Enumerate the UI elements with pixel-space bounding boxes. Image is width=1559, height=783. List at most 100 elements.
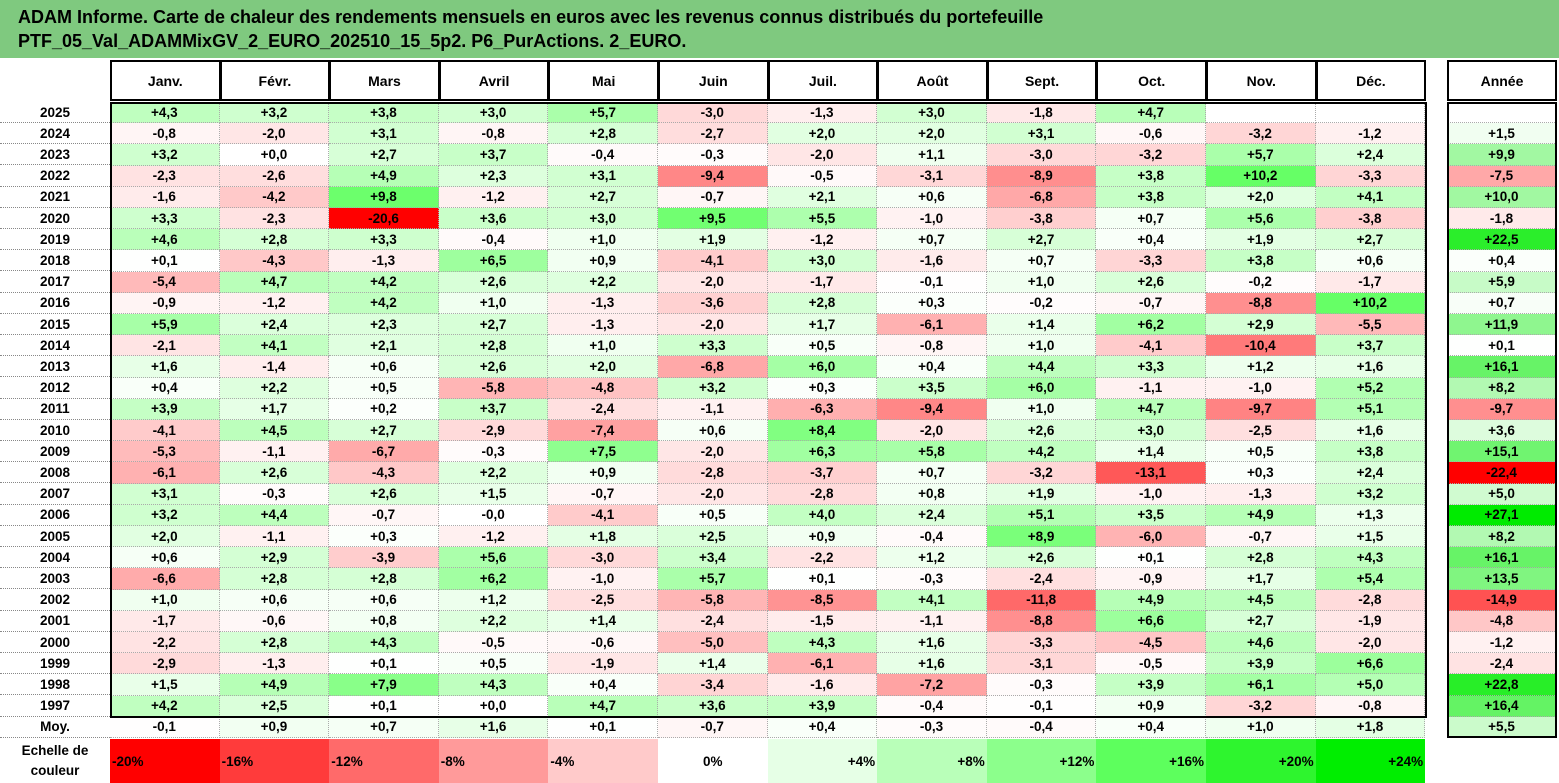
- heatmap-cell: +6,6: [1096, 610, 1206, 632]
- row-label: 2000: [0, 632, 110, 653]
- heatmap-cell: +2,8: [219, 229, 330, 251]
- heatmap-cell: +2,2: [548, 271, 658, 293]
- heatmap-cell: +2,8: [1206, 547, 1316, 569]
- heatmap-cell: -5,8: [438, 377, 549, 399]
- heatmap-cell: -8,8: [986, 610, 1097, 632]
- heatmap-cell: +3,6: [658, 695, 768, 717]
- heatmap-cell: +1,6: [1315, 356, 1426, 378]
- heatmap-cell: +2,3: [329, 314, 439, 336]
- heatmap-cell: -0,1: [110, 716, 220, 738]
- heatmap-cell: +3,7: [438, 398, 549, 420]
- heatmap-cell: -0,8: [1315, 695, 1426, 717]
- heatmap-cell: +5,7: [548, 102, 658, 124]
- heatmap-cell: -3,3: [1096, 250, 1206, 272]
- heatmap-cell: -1,4: [219, 356, 330, 378]
- year-total-cell: +0,4: [1447, 250, 1557, 272]
- heatmap-cell: +0,5: [1206, 441, 1316, 463]
- heatmap-cell: -4,8: [548, 377, 658, 399]
- heatmap-cell: +1,4: [986, 314, 1097, 336]
- year-total-cell: +16,1: [1447, 356, 1557, 378]
- row-label: 1998: [0, 674, 110, 696]
- row-label: 2024: [0, 123, 110, 145]
- column-header: Déc.: [1315, 60, 1427, 101]
- heatmap-cell: -3,4: [658, 674, 768, 696]
- year-total-cell: +22,5: [1447, 229, 1557, 251]
- heatmap-cell: +3,0: [548, 208, 658, 230]
- heatmap-cell: +2,7: [329, 420, 439, 442]
- heatmap-cell: -0,7: [658, 716, 768, 738]
- heatmap-cell: -2,4: [658, 610, 768, 632]
- column-header: Avril: [438, 60, 550, 101]
- row-label: 2012: [0, 378, 110, 399]
- heatmap-cell: +4,3: [1315, 547, 1426, 569]
- heatmap-cell: -3,1: [986, 653, 1097, 675]
- year-total-cell: +8,2: [1447, 377, 1557, 399]
- heatmap-cell: +4,4: [986, 356, 1097, 378]
- color-scale-step: -16%: [219, 739, 330, 783]
- heatmap-cell: +1,0: [548, 335, 658, 357]
- heatmap-cell: +1,6: [438, 716, 549, 738]
- heatmap-cell: +7,5: [548, 441, 658, 463]
- year-total-cell: -1,8: [1447, 208, 1557, 230]
- heatmap-cell: +4,2: [110, 695, 220, 717]
- heatmap-cell: +1,0: [110, 589, 220, 611]
- heatmap-cell: +3,8: [329, 102, 439, 124]
- heatmap-cell: +1,1: [877, 144, 987, 166]
- row-label: 2011: [0, 399, 110, 420]
- heatmap-cell: -0,6: [219, 610, 330, 632]
- heatmap-cell: +4,9: [219, 674, 330, 696]
- row-label: Moy.: [0, 717, 110, 738]
- heatmap-cell: -6,8: [658, 356, 768, 378]
- row-label: 2019: [0, 229, 110, 251]
- heatmap-cell: +3,3: [658, 335, 768, 357]
- row-label: 2010: [0, 420, 110, 441]
- heatmap-cell: -2,0: [658, 314, 768, 336]
- heatmap-cell: +4,9: [329, 165, 439, 187]
- heatmap-cell: +0,3: [329, 526, 439, 548]
- heatmap-cell: -2,6: [219, 165, 330, 187]
- heatmap-cell: -1,2: [219, 292, 330, 314]
- heatmap-cell: -8,5: [767, 589, 878, 611]
- heatmap-cell: +2,5: [658, 526, 768, 548]
- row-label: 2005: [0, 526, 110, 547]
- heatmap-cell: +3,3: [1096, 356, 1206, 378]
- heatmap-cell: -0,8: [877, 335, 987, 357]
- color-scale-step: -4%: [548, 739, 658, 783]
- heatmap-cell: +0,4: [767, 716, 878, 738]
- heatmap-cell: -6,1: [877, 314, 987, 336]
- heatmap-cell: +10,2: [1206, 165, 1316, 187]
- heatmap-cell: +4,2: [329, 271, 439, 293]
- heatmap-cell: +0,9: [767, 526, 878, 548]
- row-label: 1999: [0, 653, 110, 675]
- heatmap-cell: -0,8: [438, 123, 549, 145]
- heatmap-cell: +4,6: [110, 229, 220, 251]
- heatmap-cell: -2,0: [658, 441, 768, 463]
- title-line-2: PTF_05_Val_ADAMMixGV_2_EURO_202510_15_5p…: [18, 31, 687, 51]
- heatmap-cell: +10,2: [1315, 292, 1426, 314]
- heatmap-cell: -2,0: [658, 271, 768, 293]
- year-total-cell: +11,9: [1447, 314, 1557, 336]
- heatmap-cell: -1,0: [877, 208, 987, 230]
- heatmap-cell: -0,7: [329, 504, 439, 526]
- row-label: 2009: [0, 441, 110, 463]
- heatmap-cell: -3,3: [986, 632, 1097, 654]
- heatmap-cell: +6,5: [438, 250, 549, 272]
- heatmap-cell: +1,5: [438, 483, 549, 505]
- heatmap-cell: -6,6: [110, 568, 220, 590]
- heatmap-cell: +9,8: [329, 186, 439, 208]
- color-scale-label-line-1: Echelle de: [21, 743, 89, 758]
- heatmap-cell: +2,4: [1315, 144, 1426, 166]
- heatmap-cell: -2,8: [1315, 589, 1426, 611]
- heatmap-cell: -6,1: [110, 462, 220, 484]
- heatmap-cell: +2,7: [1206, 610, 1316, 632]
- row-label: 1997: [0, 696, 110, 717]
- heatmap-cell: -3,3: [1315, 165, 1426, 187]
- heatmap-cell: -0,4: [438, 229, 549, 251]
- heatmap-cell: +3,1: [548, 165, 658, 187]
- heatmap-cell: +0,1: [1096, 547, 1206, 569]
- heatmap-cell: +0,1: [548, 716, 658, 738]
- heatmap-cell: -1,3: [767, 102, 878, 124]
- heatmap-cell: -5,8: [658, 589, 768, 611]
- heatmap-cell: -9,7: [1206, 398, 1316, 420]
- color-scale-step: +4%: [767, 739, 878, 783]
